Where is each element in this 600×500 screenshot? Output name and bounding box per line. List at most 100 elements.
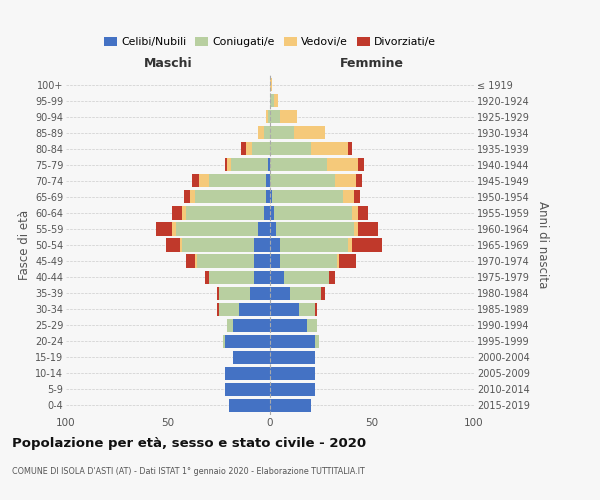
Bar (270, 110, 280, 124)
Bar (270, 206, 274, 220)
Bar (268, 158, 270, 172)
Bar (197, 254, 254, 268)
Bar (225, 366, 270, 380)
Bar (176, 222, 258, 235)
Bar (254, 238, 270, 252)
Bar (270, 270, 284, 283)
Bar (270, 302, 299, 316)
Bar (219, 302, 239, 316)
Bar (315, 334, 319, 348)
Bar (209, 174, 266, 188)
Bar (270, 158, 327, 172)
Bar (219, 286, 250, 300)
Bar (274, 94, 278, 107)
Bar (250, 286, 270, 300)
Bar (266, 174, 270, 188)
Bar (280, 110, 296, 124)
Bar (190, 190, 194, 203)
Bar (358, 206, 368, 220)
Bar (166, 238, 180, 252)
Bar (229, 399, 270, 412)
Bar (233, 318, 270, 332)
Bar (172, 206, 182, 220)
Bar (182, 238, 254, 252)
Bar (194, 254, 197, 268)
Text: Femmine: Femmine (340, 57, 404, 70)
Bar (280, 238, 347, 252)
Bar (340, 254, 356, 268)
Bar (284, 270, 329, 283)
Bar (187, 206, 264, 220)
Bar (352, 238, 382, 252)
Bar (353, 222, 358, 235)
Bar (254, 270, 270, 283)
Bar (270, 318, 307, 332)
Bar (270, 78, 272, 91)
Bar (353, 190, 360, 203)
Bar (358, 222, 378, 235)
Bar (251, 142, 270, 156)
Bar (180, 238, 182, 252)
Bar (217, 302, 219, 316)
Bar (227, 158, 231, 172)
Bar (187, 254, 194, 268)
Bar (337, 254, 340, 268)
Bar (347, 142, 352, 156)
Text: COMUNE DI ISOLA D'ASTI (AT) - Dati ISTAT 1° gennaio 2020 - Elaborazione TUTTITAL: COMUNE DI ISOLA D'ASTI (AT) - Dati ISTAT… (12, 468, 365, 476)
Bar (270, 350, 315, 364)
Text: Maschi: Maschi (143, 57, 193, 70)
Bar (274, 206, 352, 220)
Bar (358, 158, 364, 172)
Bar (276, 222, 353, 235)
Bar (223, 334, 225, 348)
Bar (347, 238, 352, 252)
Bar (307, 318, 317, 332)
Bar (241, 142, 245, 156)
Bar (290, 286, 321, 300)
Bar (295, 126, 325, 140)
Bar (270, 238, 280, 252)
Bar (270, 399, 311, 412)
Bar (329, 270, 335, 283)
Bar (217, 286, 219, 300)
Bar (225, 334, 270, 348)
Bar (343, 190, 353, 203)
Bar (231, 158, 268, 172)
Bar (270, 383, 315, 396)
Bar (264, 126, 270, 140)
Bar (233, 350, 270, 364)
Bar (270, 254, 280, 268)
Bar (335, 174, 356, 188)
Bar (321, 286, 325, 300)
Bar (270, 190, 272, 203)
Bar (182, 206, 187, 220)
Bar (352, 206, 358, 220)
Bar (266, 190, 270, 203)
Bar (272, 190, 343, 203)
Bar (270, 366, 315, 380)
Bar (270, 286, 290, 300)
Bar (327, 158, 358, 172)
Bar (225, 383, 270, 396)
Bar (239, 302, 270, 316)
Bar (205, 270, 209, 283)
Bar (270, 222, 276, 235)
Bar (199, 174, 209, 188)
Bar (258, 222, 270, 235)
Bar (193, 174, 199, 188)
Bar (264, 206, 270, 220)
Bar (156, 222, 172, 235)
Bar (227, 318, 233, 332)
Bar (270, 142, 311, 156)
Bar (258, 126, 264, 140)
Bar (268, 110, 270, 124)
Bar (194, 190, 266, 203)
Legend: Celibi/Nubili, Coniugati/e, Vedovi/e, Divorziati/e: Celibi/Nubili, Coniugati/e, Vedovi/e, Di… (100, 33, 440, 52)
Bar (225, 158, 227, 172)
Bar (356, 174, 362, 188)
Bar (245, 142, 251, 156)
Bar (270, 334, 315, 348)
Text: Popolazione per età, sesso e stato civile - 2020: Popolazione per età, sesso e stato civil… (12, 438, 366, 450)
Bar (254, 254, 270, 268)
Bar (270, 94, 274, 107)
